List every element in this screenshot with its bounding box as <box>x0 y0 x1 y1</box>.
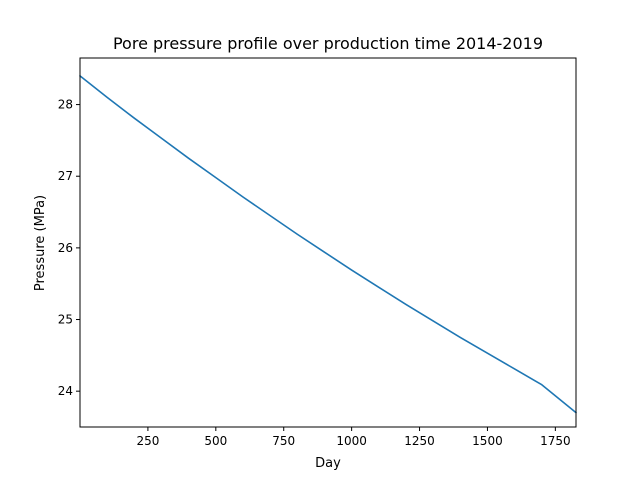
axes-frame <box>79 57 577 428</box>
y-tick-label: 27 <box>58 169 73 183</box>
y-axis-label: Pressure (MPa) <box>33 195 48 291</box>
x-tick-label: 1250 <box>404 434 435 448</box>
x-tick-label: 1750 <box>540 434 571 448</box>
y-tick-label: 25 <box>58 313 73 327</box>
x-tick-label: 1000 <box>336 434 367 448</box>
x-tick-label: 500 <box>204 434 227 448</box>
x-tick-label: 1500 <box>472 434 503 448</box>
y-tick-label: 24 <box>58 384 73 398</box>
x-tick-label: 750 <box>272 434 295 448</box>
x-tick-label: 250 <box>136 434 159 448</box>
chart-title: Pore pressure profile over production ti… <box>113 34 543 53</box>
y-tick-label: 26 <box>58 241 73 255</box>
series-group <box>79 75 577 414</box>
y-tick-label: 28 <box>58 98 73 112</box>
series-line <box>79 75 577 414</box>
x-axis-label: Day <box>315 456 341 471</box>
ticks-group: 250 500 750 1000 1250 1500 1750 24 25 26 27 28 <box>58 98 571 448</box>
